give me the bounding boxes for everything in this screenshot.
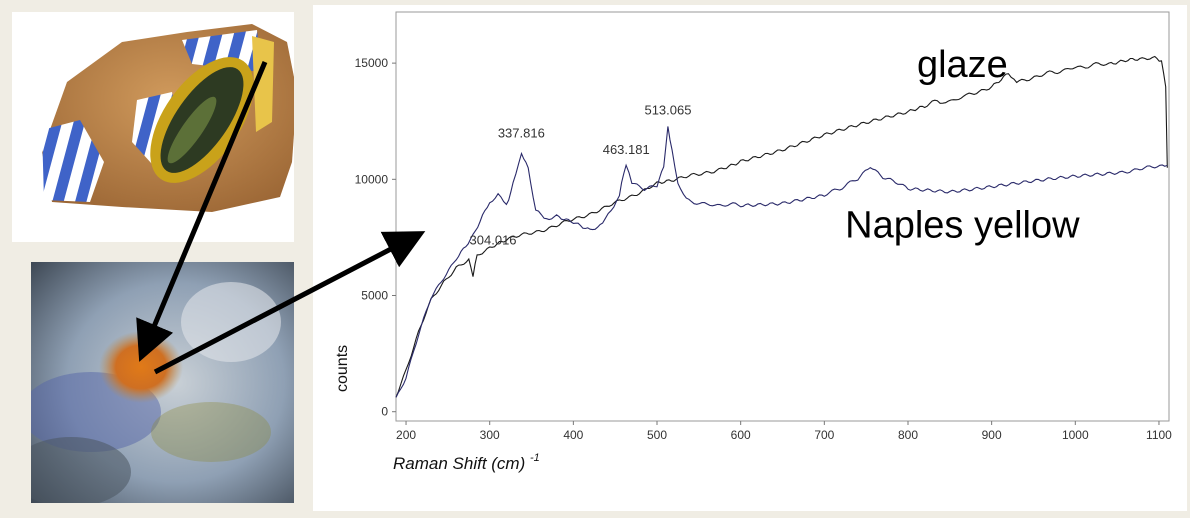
x-axis-label-superscript: -1 <box>530 452 540 464</box>
x-axis: 200 300 400 500 600 700 800 900 1000 1100 <box>396 421 1172 442</box>
x-tick-label: 1000 <box>1062 428 1089 442</box>
series-layer <box>395 55 1168 398</box>
y-tick-label: 0 <box>381 405 388 419</box>
series-label: Naples yellow <box>845 204 1080 246</box>
shard-illustration <box>42 24 294 212</box>
series-line-1 <box>395 126 1168 398</box>
x-tick-label: 400 <box>563 428 583 442</box>
raman-chart: 0 5000 10000 15000 200 300 400 500 600 700 800 900… <box>334 11 1172 473</box>
microscope-illustration <box>31 262 294 503</box>
x-tick-label: 800 <box>898 428 918 442</box>
series-line-0 <box>395 55 1168 398</box>
peak-label: 463.181 <box>603 142 650 157</box>
microscope-photo <box>31 262 294 503</box>
x-tick-label: 1100 <box>1146 428 1172 442</box>
y-tick-label: 15000 <box>355 56 389 70</box>
shard-photo <box>12 12 294 242</box>
x-tick-label: 600 <box>731 428 751 442</box>
y-tick-label: 5000 <box>361 289 388 303</box>
x-tick-label: 500 <box>647 428 667 442</box>
x-axis-label-text: Raman Shift (cm) <box>393 454 525 473</box>
x-tick-label: 300 <box>480 428 500 442</box>
peak-label: 304.016 <box>470 232 517 247</box>
annotation-layer: 337.816 463.181 513.065 304.016 glaze Naples … <box>470 44 1081 247</box>
x-tick-label: 200 <box>396 428 416 442</box>
peak-label: 513.065 <box>644 102 691 117</box>
raman-chart-panel: 0 5000 10000 15000 200 300 400 500 600 700 800 900… <box>313 5 1187 511</box>
x-axis-label: Raman Shift (cm) -1 <box>393 452 540 473</box>
x-tick-label: 900 <box>982 428 1002 442</box>
x-tick-label: 700 <box>814 428 834 442</box>
peak-label: 337.816 <box>498 125 545 140</box>
plot-frame <box>395 11 1170 422</box>
y-axis-label: counts <box>334 345 351 392</box>
y-tick-label: 10000 <box>355 172 389 186</box>
y-axis: 0 5000 10000 15000 <box>355 56 396 419</box>
series-label: glaze <box>917 44 1008 86</box>
